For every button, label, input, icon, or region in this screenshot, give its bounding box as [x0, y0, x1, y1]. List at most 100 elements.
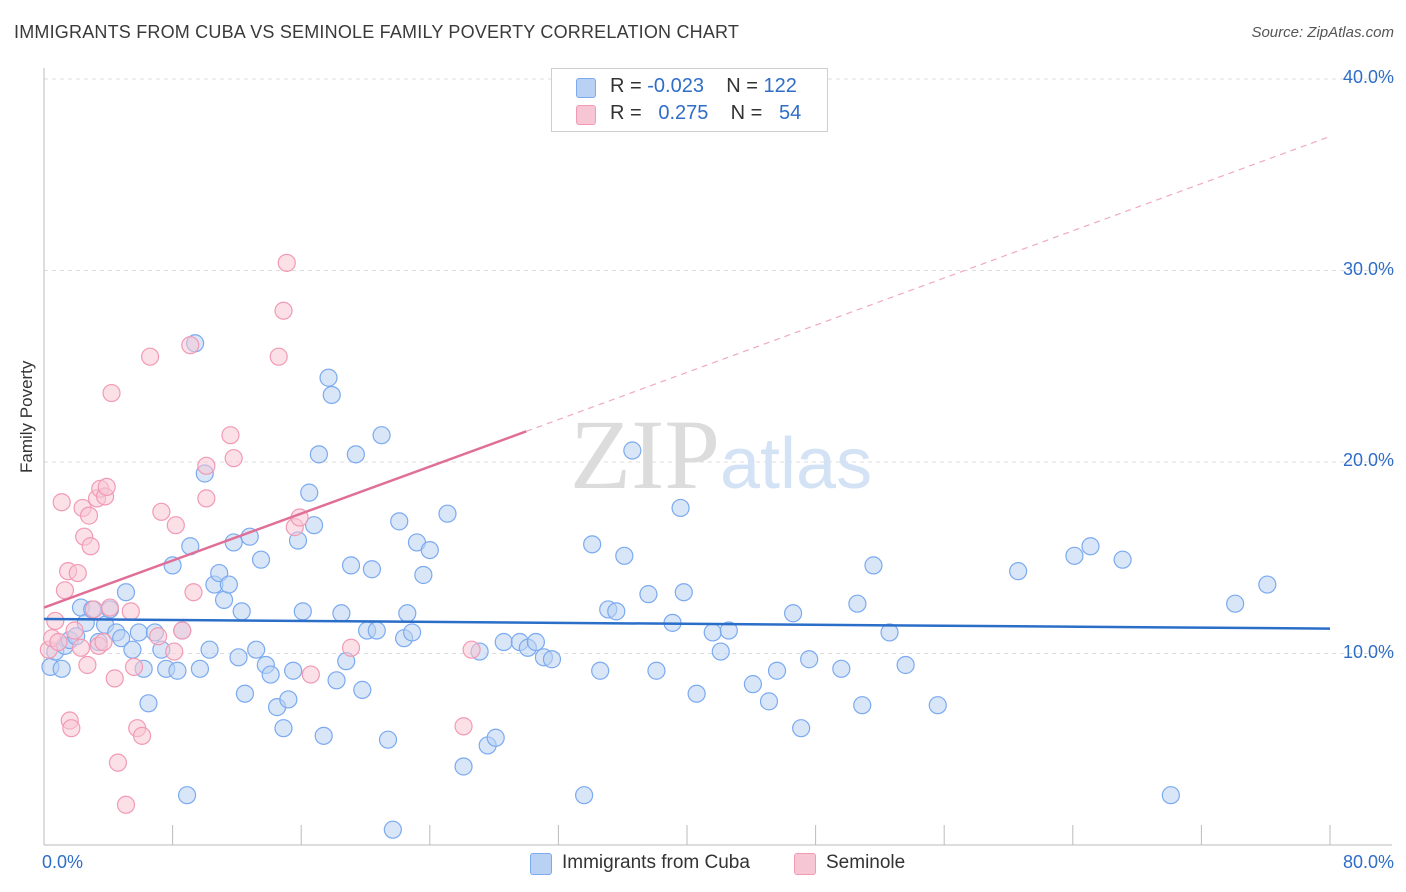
- cuba-point: [671, 498, 690, 518]
- x-tick-label-right: 80.0%: [1342, 852, 1394, 872]
- cuba-point: [403, 623, 422, 642]
- cuba-point: [229, 648, 248, 667]
- seminole-point: [140, 347, 160, 366]
- legend-r-value-seminole: 0.275: [658, 102, 709, 124]
- cuba-point: [674, 583, 693, 602]
- legend-r-value-cuba: -0.023: [647, 75, 704, 97]
- cuba-point: [332, 604, 351, 623]
- seminole-point: [97, 477, 116, 496]
- cuba-point: [314, 726, 333, 745]
- cuba-point: [575, 786, 594, 805]
- legend-swatch-seminole: [576, 105, 596, 125]
- cuba-point: [1065, 546, 1084, 565]
- cuba-point: [353, 680, 372, 699]
- cuba-point: [300, 483, 319, 502]
- cuba-point: [623, 441, 642, 460]
- seminole-point: [71, 638, 91, 657]
- cuba-point: [190, 659, 210, 678]
- seminole-point: [166, 516, 185, 535]
- cuba-point: [346, 445, 365, 464]
- cuba-point: [615, 546, 634, 565]
- cuba-point: [486, 728, 505, 747]
- cuba-point: [362, 560, 382, 579]
- cuba-point: [583, 535, 602, 554]
- cuba-point: [168, 661, 187, 680]
- seminole-point: [84, 600, 103, 619]
- bottom-legend-swatch-seminole: [794, 853, 816, 875]
- seminole-point: [49, 632, 68, 652]
- cuba-point: [219, 575, 238, 594]
- x-tick-label-left: 0.0%: [42, 852, 84, 872]
- axes: [43, 68, 1392, 846]
- seminole-point: [173, 621, 192, 640]
- bottom-legend-label-seminole: Seminole: [826, 852, 906, 873]
- seminole-point: [100, 598, 120, 617]
- seminole-point: [301, 665, 320, 684]
- cuba-point: [372, 426, 391, 445]
- bottom-legend-swatch-cuba: [530, 853, 552, 875]
- y-tick-label: 30.0%: [1342, 258, 1394, 279]
- seminole-point: [224, 449, 243, 468]
- seminole-point: [65, 621, 84, 640]
- y-tick-label: 20.0%: [1342, 450, 1394, 470]
- legend: R = -0.023 N = 122 R = 0.275 N = 54: [551, 68, 828, 132]
- cuba-point: [454, 757, 473, 776]
- cuba-point: [232, 602, 251, 621]
- seminole-point: [181, 336, 200, 355]
- cuba-point: [398, 604, 417, 623]
- cuba-point: [494, 632, 513, 652]
- seminole-point: [152, 502, 171, 521]
- cuba-point: [542, 650, 562, 669]
- cuba-point: [591, 661, 610, 680]
- cuba-point: [703, 623, 722, 642]
- cuba-point: [293, 602, 312, 621]
- cuba-point: [327, 671, 346, 690]
- legend-n-label: N =: [726, 75, 758, 97]
- seminole-point: [105, 669, 124, 688]
- cuba-point: [247, 640, 266, 659]
- cuba-point: [322, 385, 341, 405]
- seminole-point: [221, 426, 240, 445]
- seminole-point: [462, 640, 481, 659]
- cuba-point: [279, 690, 298, 709]
- cuba-point: [309, 445, 328, 464]
- cuba-point: [687, 684, 706, 703]
- cuba-point: [719, 621, 738, 640]
- seminole-trend-line: [43, 430, 527, 609]
- cuba-point: [647, 661, 666, 680]
- seminole-point: [197, 456, 216, 475]
- seminole-point: [269, 347, 288, 366]
- cuba-point: [639, 585, 658, 604]
- bottom-legend-label-cuba: Immigrants from Cuba: [562, 852, 750, 873]
- seminole-point: [124, 657, 144, 677]
- watermark-zip: ZIP: [570, 399, 720, 510]
- seminole-point: [277, 253, 296, 272]
- cuba-point: [800, 650, 819, 669]
- cuba-point: [792, 719, 811, 738]
- trend-lines: [43, 135, 1331, 630]
- legend-n-value-seminole: 54: [779, 102, 802, 124]
- cuba-point: [832, 659, 851, 678]
- seminole-point: [79, 506, 99, 525]
- chart-title: IMMIGRANTS FROM CUBA VS SEMINOLE FAMILY …: [14, 22, 740, 42]
- seminole-point: [94, 632, 113, 652]
- seminole-point: [121, 602, 140, 621]
- cuba-point: [1226, 594, 1245, 613]
- seminole-trend-extension: [526, 135, 1331, 432]
- legend-r-label: R =: [610, 102, 642, 124]
- seminole-point: [165, 642, 184, 661]
- y-axis-label: Family Poverty: [17, 360, 36, 473]
- seminole-point: [102, 383, 121, 403]
- seminole-point: [68, 563, 87, 583]
- cuba-point: [853, 696, 872, 715]
- seminole-point: [274, 301, 293, 320]
- cuba-point: [759, 692, 779, 711]
- cuba-point: [783, 604, 803, 623]
- seminole-point: [55, 581, 74, 600]
- seminole-point: [149, 627, 168, 646]
- cuba-point: [1113, 550, 1132, 569]
- legend-n-label: N =: [730, 102, 763, 124]
- cuba-point: [116, 583, 136, 602]
- cuba-point: [607, 602, 626, 621]
